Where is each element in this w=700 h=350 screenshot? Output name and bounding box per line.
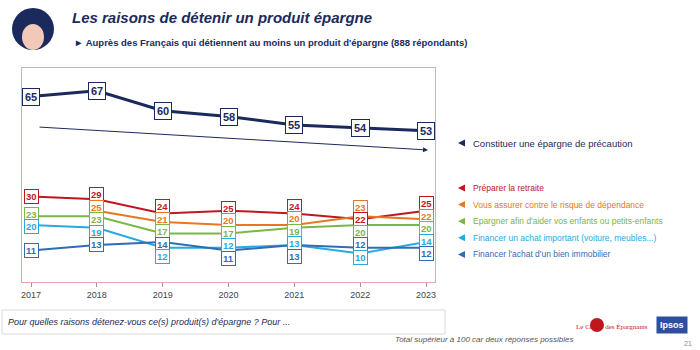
svg-text:20: 20 [355,227,366,238]
svg-text:17: 17 [157,226,168,237]
svg-text:► Auprès des Français qui déti: ► Auprès des Français qui détiennent au … [74,37,467,48]
svg-text:Ipsos: Ipsos [660,320,684,330]
svg-text:12: 12 [355,239,366,250]
svg-text:20: 20 [26,221,37,232]
svg-text:20: 20 [223,215,234,226]
svg-text:12: 12 [157,251,168,262]
svg-text:21: 21 [684,340,692,347]
svg-text:Financer un achat important (v: Financer un achat important (voiture, me… [473,233,656,243]
svg-text:12: 12 [421,248,432,259]
svg-text:24: 24 [157,201,168,212]
svg-text:19: 19 [91,227,102,238]
svg-text:2021: 2021 [284,290,304,300]
svg-text:23: 23 [26,209,37,220]
svg-text:2018: 2018 [87,290,107,300]
svg-text:2022: 2022 [350,290,370,300]
svg-text:14: 14 [421,236,432,247]
svg-text:14: 14 [157,239,168,250]
svg-text:2020: 2020 [218,290,238,300]
svg-text:30: 30 [26,191,37,202]
svg-text:65: 65 [25,91,37,103]
svg-text:67: 67 [91,85,103,97]
svg-text:10: 10 [355,252,366,263]
svg-text:Financer l'achat d'un bien imm: Financer l'achat d'un bien immobilier [473,249,611,259]
svg-text:58: 58 [223,111,235,123]
svg-text:60: 60 [157,105,169,117]
svg-text:Préparer la retraite: Préparer la retraite [473,183,544,193]
svg-text:22: 22 [355,214,366,225]
svg-text:Les raisons de détenir un prod: Les raisons de détenir un produit épargn… [72,9,372,26]
svg-text:55: 55 [288,119,300,131]
svg-text:25: 25 [223,203,234,214]
svg-text:11: 11 [26,245,37,256]
svg-text:13: 13 [289,238,300,249]
svg-text:11: 11 [223,253,234,264]
svg-text:12: 12 [223,240,234,251]
svg-text:23: 23 [355,202,366,213]
svg-text:Pour quelles raisons détenez-v: Pour quelles raisons détenez-vous ce(s) … [8,317,290,327]
svg-text:21: 21 [157,214,168,225]
svg-text:19: 19 [289,226,300,237]
svg-text:20: 20 [289,213,300,224]
svg-text:Epargner afin d'aider vos enfa: Epargner afin d'aider vos enfants ou pet… [473,216,663,226]
svg-text:Total supérieur à 100 car deux: Total supérieur à 100 car deux réponses … [395,335,573,344]
svg-text:Vous assurer contre le risque: Vous assurer contre le risque de dépenda… [473,200,644,210]
svg-text:2017: 2017 [21,290,41,300]
svg-text:25: 25 [421,198,432,209]
svg-text:17: 17 [223,228,234,239]
svg-text:2019: 2019 [153,290,173,300]
svg-text:23: 23 [91,214,102,225]
svg-text:Le Cercle des Épargnants: Le Cercle des Épargnants [576,323,648,331]
svg-text:Constituer une épargne de préc: Constituer une épargne de précaution [473,138,633,149]
svg-text:13: 13 [289,251,300,262]
svg-text:22: 22 [421,211,432,222]
svg-text:20: 20 [421,223,432,234]
svg-text:53: 53 [420,125,432,137]
svg-text:2023: 2023 [416,290,436,300]
svg-text:29: 29 [91,189,102,200]
svg-text:25: 25 [91,202,102,213]
svg-text:13: 13 [91,239,102,250]
svg-text:24: 24 [289,201,300,212]
svg-text:54: 54 [354,122,367,134]
